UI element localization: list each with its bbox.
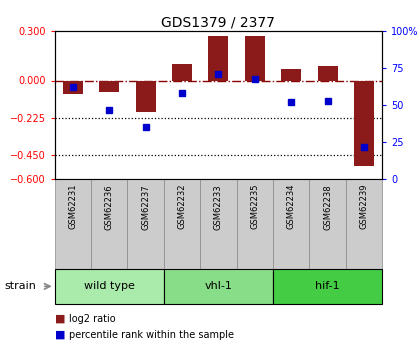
- Bar: [318, 66, 338, 80]
- Text: log2 ratio: log2 ratio: [69, 314, 116, 324]
- Text: GSM62232: GSM62232: [178, 184, 186, 229]
- Bar: [354, 80, 374, 166]
- Text: GSM62238: GSM62238: [323, 184, 332, 229]
- Bar: [172, 64, 192, 80]
- Text: GSM62239: GSM62239: [360, 184, 368, 229]
- Text: GSM62237: GSM62237: [141, 184, 150, 229]
- Text: GSM62233: GSM62233: [214, 184, 223, 229]
- Bar: [164, 179, 200, 269]
- Text: GSM62234: GSM62234: [287, 184, 296, 229]
- Text: ■: ■: [55, 330, 65, 339]
- Bar: [63, 80, 83, 94]
- Bar: [236, 179, 273, 269]
- Text: percentile rank within the sample: percentile rank within the sample: [69, 330, 234, 339]
- Bar: [55, 179, 91, 269]
- Bar: [245, 36, 265, 80]
- Text: wild type: wild type: [84, 282, 135, 291]
- Text: GSM62236: GSM62236: [105, 184, 114, 229]
- Title: GDS1379 / 2377: GDS1379 / 2377: [161, 16, 276, 30]
- Bar: [55, 269, 164, 304]
- Bar: [310, 179, 346, 269]
- Text: strain: strain: [4, 282, 36, 291]
- Bar: [164, 269, 273, 304]
- Bar: [200, 179, 236, 269]
- Bar: [136, 80, 155, 112]
- Bar: [127, 179, 164, 269]
- Text: ■: ■: [55, 314, 65, 324]
- Bar: [99, 80, 119, 92]
- Text: hif-1: hif-1: [315, 282, 340, 291]
- Bar: [346, 179, 382, 269]
- Bar: [208, 36, 228, 80]
- Bar: [281, 69, 301, 80]
- Bar: [91, 179, 127, 269]
- Text: GSM62231: GSM62231: [68, 184, 77, 229]
- Text: vhl-1: vhl-1: [205, 282, 232, 291]
- Bar: [273, 179, 310, 269]
- Bar: [273, 269, 382, 304]
- Text: GSM62235: GSM62235: [250, 184, 259, 229]
